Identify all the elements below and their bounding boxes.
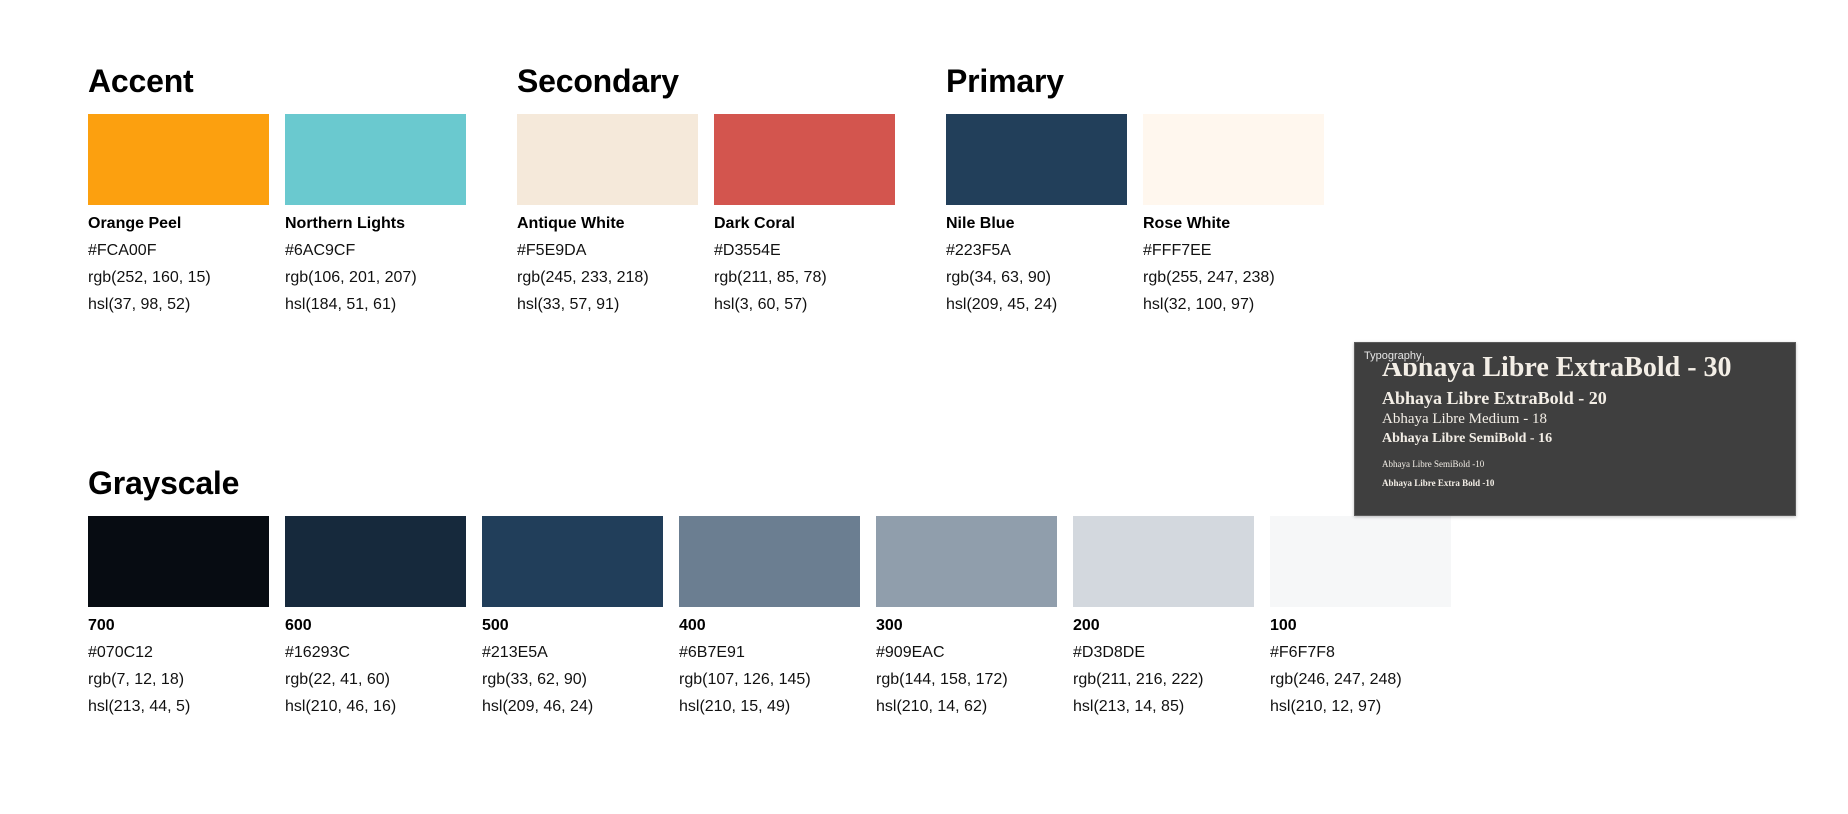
color-swatch[interactable]: 600 #16293C rgb(22, 41, 60) hsl(210, 46, 16… <box>285 516 466 717</box>
color-swatch[interactable]: Nile Blue #223F5A rgb(34, 63, 90) hsl(209, … <box>946 114 1127 315</box>
swatch-hsl: hsl(32, 100, 97) <box>1143 296 1255 313</box>
typography-frame[interactable]: Typography Abhaya Libre ExtraBold - 30 A… <box>1354 342 1796 516</box>
color-swatch[interactable]: Orange Peel #FCA00F rgb(252, 160, 15) hsl(3… <box>88 114 269 315</box>
accent-group: Accent Orange Peel #FCA00F rgb(252, 160, 1… <box>88 62 466 315</box>
swatch-name: 600 <box>285 617 312 634</box>
swatch-rgb: rgb(246, 247, 248) <box>1270 671 1402 688</box>
swatch-rgb: rgb(7, 12, 18) <box>88 671 185 688</box>
color-chip <box>285 114 466 205</box>
type-sample-extra-bold-10: Abhaya Libre Extra Bold -10 <box>1382 478 1495 488</box>
swatch-rgb: rgb(252, 160, 15) <box>88 269 211 286</box>
swatch-hex: #6AC9CF <box>285 242 356 259</box>
swatch-name: 400 <box>679 617 706 634</box>
swatch-rgb: rgb(211, 216, 222) <box>1073 671 1204 688</box>
swatch-name: Dark Coral <box>714 215 795 232</box>
swatch-rgb: rgb(107, 126, 145) <box>679 671 811 688</box>
swatch-hsl: hsl(209, 45, 24) <box>946 296 1058 313</box>
type-sample-extrabold-20: Abhaya Libre ExtraBold - 20 <box>1382 388 1607 408</box>
swatch-hsl: hsl(3, 60, 57) <box>714 296 808 313</box>
color-chip <box>946 114 1127 205</box>
color-swatch[interactable]: Rose White #FFF7EE rgb(255, 247, 238) hsl(3… <box>1143 114 1324 315</box>
swatch-hex: #FFF7EE <box>1143 242 1212 259</box>
accent-swatch-row: Orange Peel #FCA00F rgb(252, 160, 15) hsl(3… <box>88 114 466 315</box>
color-swatch[interactable]: 700 #070C12 rgb(7, 12, 18) hsl(213, 44, 5) <box>88 516 269 717</box>
group-title-secondary: Secondary <box>517 63 679 99</box>
color-swatch[interactable]: 400 #6B7E91 rgb(107, 126, 145) hsl(210, 15,… <box>679 516 860 717</box>
group-title-grayscale: Grayscale <box>88 465 240 501</box>
swatch-name: Rose White <box>1143 215 1231 232</box>
swatch-hsl: hsl(37, 98, 52) <box>88 296 191 313</box>
color-swatch[interactable]: Antique White #F5E9DA rgb(245, 233, 218) hs… <box>517 114 698 315</box>
swatch-name: Orange Peel <box>88 215 182 232</box>
swatch-hex: #6B7E91 <box>679 644 745 661</box>
swatch-name: Nile Blue <box>946 215 1015 232</box>
color-chip <box>88 114 269 205</box>
swatch-hex: #070C12 <box>88 644 153 661</box>
color-swatch[interactable]: 500 #213E5A rgb(33, 62, 90) hsl(209, 46, 24… <box>482 516 663 717</box>
typography-frame-label[interactable]: Typography <box>1362 350 1424 363</box>
type-sample-medium-18: Abhaya Libre Medium - 18 <box>1382 411 1547 427</box>
swatch-rgb: rgb(211, 85, 78) <box>714 269 827 286</box>
grayscale-swatch-row: 700 #070C12 rgb(7, 12, 18) hsl(213, 44, 5) 6… <box>88 516 1451 717</box>
group-title-primary: Primary <box>946 63 1064 99</box>
color-chip <box>1073 516 1254 607</box>
swatch-hex: #FCA00F <box>88 242 157 259</box>
swatch-hex: #213E5A <box>482 644 548 661</box>
swatch-name: 300 <box>876 617 903 634</box>
swatch-hsl: hsl(184, 51, 61) <box>285 296 397 313</box>
color-swatch[interactable]: Dark Coral #D3554E rgb(211, 85, 78) hsl(3, … <box>714 114 895 315</box>
color-swatch[interactable]: 300 #909EAC rgb(144, 158, 172) hsl(210, 14,… <box>876 516 1057 717</box>
swatch-hsl: hsl(210, 15, 49) <box>679 698 791 715</box>
swatch-hsl: hsl(209, 46, 24) <box>482 698 594 715</box>
swatch-hsl: hsl(33, 57, 91) <box>517 296 620 313</box>
swatch-hsl: hsl(210, 46, 16) <box>285 698 397 715</box>
secondary-group: Secondary Antique White #F5E9DA rgb(245, 2… <box>517 62 895 315</box>
swatch-rgb: rgb(255, 247, 238) <box>1143 269 1275 286</box>
swatch-name: 200 <box>1073 617 1100 634</box>
color-chip <box>88 516 269 607</box>
group-title-accent: Accent <box>88 63 194 99</box>
swatch-rgb: rgb(245, 233, 218) <box>517 269 649 286</box>
color-swatch[interactable]: 200 #D3D8DE rgb(211, 216, 222) hsl(213, 14,… <box>1073 516 1254 717</box>
type-sample-semibold-10: Abhaya Libre SemiBold -10 <box>1382 459 1485 469</box>
swatch-hex: #F5E9DA <box>517 242 587 259</box>
color-chip <box>482 516 663 607</box>
type-sample-extrabold-30: Abhaya Libre ExtraBold - 30 <box>1382 352 1732 383</box>
color-chip <box>714 114 895 205</box>
swatch-hex: #909EAC <box>876 644 945 661</box>
swatch-name: Northern Lights <box>285 215 405 232</box>
swatch-rgb: rgb(144, 158, 172) <box>876 671 1008 688</box>
type-sample-semibold-16: Abhaya Libre SemiBold - 16 <box>1382 431 1553 446</box>
swatch-hex: #223F5A <box>946 242 1011 259</box>
color-chip <box>517 114 698 205</box>
swatch-rgb: rgb(106, 201, 207) <box>285 269 417 286</box>
swatch-rgb: rgb(33, 62, 90) <box>482 671 587 688</box>
color-chip <box>679 516 860 607</box>
swatch-hex: #D3D8DE <box>1073 644 1146 661</box>
swatch-hex: #16293C <box>285 644 350 661</box>
primary-swatch-row: Nile Blue #223F5A rgb(34, 63, 90) hsl(209, … <box>946 114 1324 315</box>
swatch-rgb: rgb(22, 41, 60) <box>285 671 390 688</box>
secondary-swatch-row: Antique White #F5E9DA rgb(245, 233, 218) hs… <box>517 114 895 315</box>
color-chip <box>285 516 466 607</box>
color-chip <box>1143 114 1324 205</box>
swatch-hsl: hsl(213, 14, 85) <box>1073 698 1185 715</box>
swatch-hex: #F6F7F8 <box>1270 644 1335 661</box>
swatch-hsl: hsl(210, 12, 97) <box>1270 698 1382 715</box>
swatch-name: Antique White <box>517 215 625 232</box>
color-swatch[interactable]: 100 #F6F7F8 rgb(246, 247, 248) hsl(210, 12,… <box>1270 516 1451 717</box>
color-swatch[interactable]: Northern Lights #6AC9CF rgb(106, 201, 207)… <box>285 114 466 315</box>
swatch-rgb: rgb(34, 63, 90) <box>946 269 1051 286</box>
grayscale-group: Grayscale 700 #070C12 rgb(7, 12, 18) hsl(21… <box>88 464 1451 717</box>
color-chip <box>876 516 1057 607</box>
primary-group: Primary Nile Blue #223F5A rgb(34, 63, 90) h… <box>946 62 1324 315</box>
swatch-hsl: hsl(213, 44, 5) <box>88 698 191 715</box>
swatch-hex: #D3554E <box>714 242 781 259</box>
swatch-name: 700 <box>88 617 115 634</box>
color-chip <box>1270 516 1451 607</box>
swatch-name: 100 <box>1270 617 1297 634</box>
swatch-name: 500 <box>482 617 509 634</box>
swatch-hsl: hsl(210, 14, 62) <box>876 698 988 715</box>
